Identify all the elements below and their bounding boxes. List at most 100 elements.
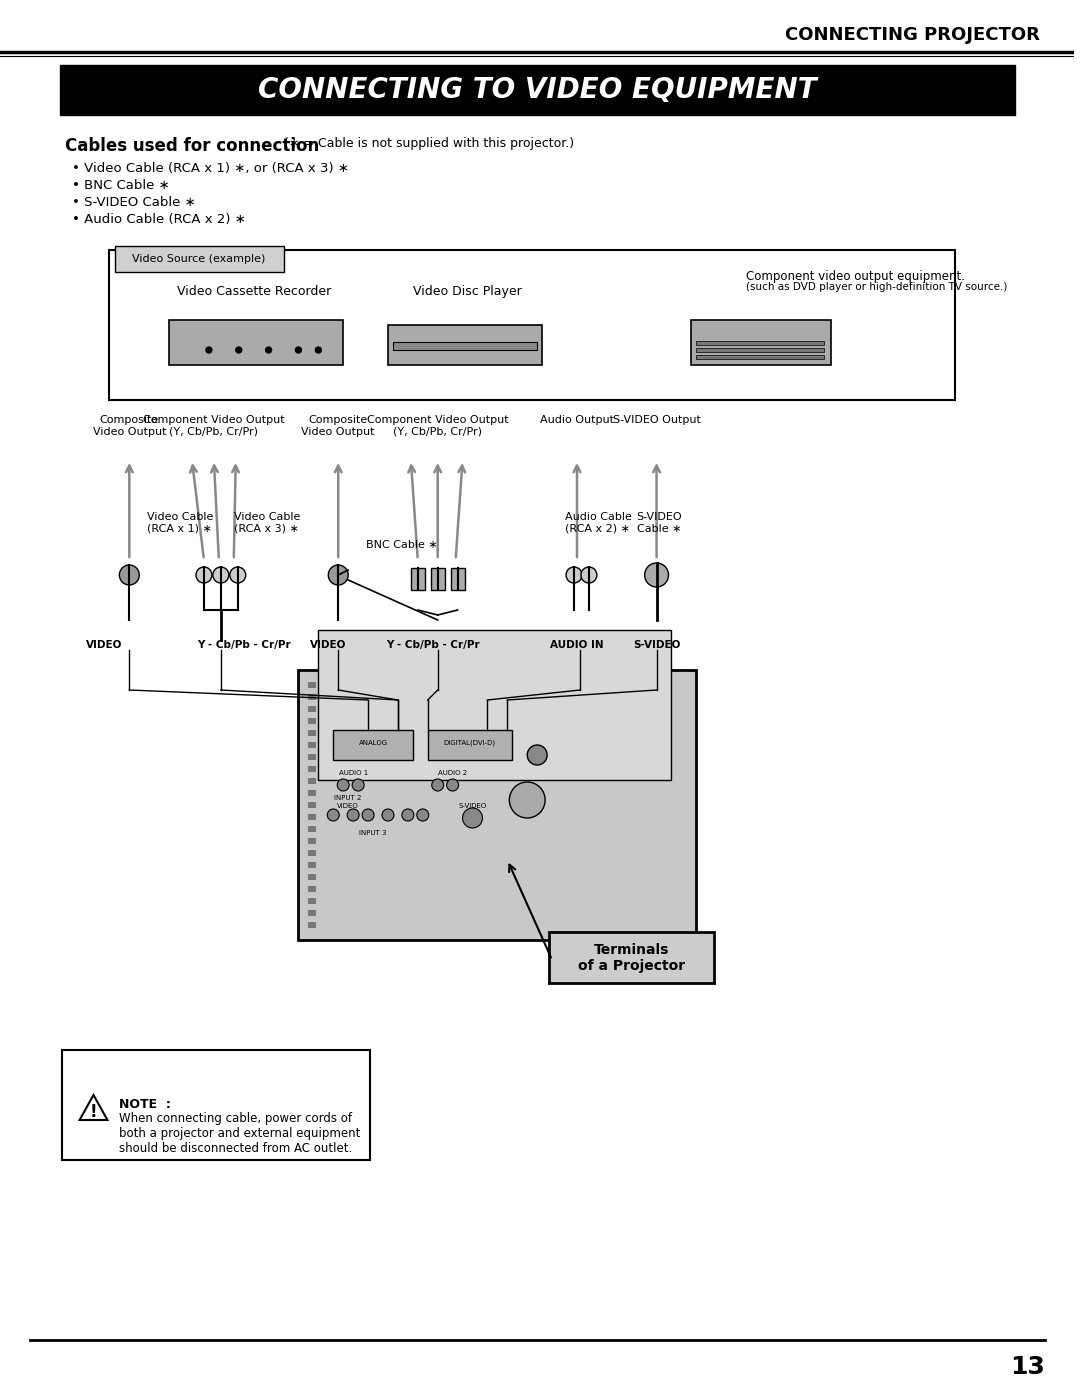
Text: VIDEO: VIDEO — [337, 803, 359, 809]
Text: Video Disc Player: Video Disc Player — [414, 285, 522, 298]
Text: • Audio Cable (RCA x 2) ∗: • Audio Cable (RCA x 2) ∗ — [71, 212, 245, 226]
Circle shape — [266, 346, 271, 353]
Circle shape — [362, 809, 374, 821]
Text: Terminals
of a Projector: Terminals of a Projector — [578, 943, 685, 974]
Bar — [431, 569, 445, 590]
Bar — [309, 862, 316, 868]
Bar — [309, 875, 316, 880]
Circle shape — [402, 809, 414, 821]
Text: Audio Output: Audio Output — [540, 415, 613, 425]
Circle shape — [347, 809, 360, 821]
Text: VIDEO: VIDEO — [310, 640, 347, 650]
Circle shape — [195, 567, 212, 583]
Text: AUDIO IN: AUDIO IN — [550, 640, 604, 650]
Text: INPUT 3: INPUT 3 — [360, 830, 387, 835]
Text: Component Video Output
(Y, Cb/Pb, Cr/Pr): Component Video Output (Y, Cb/Pb, Cr/Pr) — [143, 415, 285, 437]
Circle shape — [352, 780, 364, 791]
Bar — [697, 348, 824, 352]
Bar — [309, 754, 316, 760]
Bar — [170, 320, 343, 365]
Polygon shape — [80, 1095, 107, 1120]
Bar — [697, 355, 824, 359]
Bar — [309, 742, 316, 747]
Text: Component video output equipment.: Component video output equipment. — [746, 270, 966, 284]
Text: S-VIDEO: S-VIDEO — [633, 640, 680, 650]
Circle shape — [432, 780, 444, 791]
Circle shape — [213, 567, 229, 583]
Text: AUDIO 2: AUDIO 2 — [438, 770, 468, 775]
Bar — [309, 826, 316, 833]
Circle shape — [417, 809, 429, 821]
Text: Video Cassette Recorder: Video Cassette Recorder — [176, 285, 330, 298]
Text: Audio Cable
(RCA x 2) ∗: Audio Cable (RCA x 2) ∗ — [565, 511, 632, 534]
Circle shape — [315, 346, 322, 353]
Bar — [309, 718, 316, 724]
Bar — [388, 326, 542, 365]
Bar — [309, 789, 316, 796]
Bar — [298, 671, 697, 940]
Text: Y - Cb/Pb - Cr/Pr: Y - Cb/Pb - Cr/Pr — [197, 640, 291, 650]
Circle shape — [510, 782, 545, 819]
Circle shape — [328, 564, 348, 585]
Text: CONNECTING PROJECTOR: CONNECTING PROJECTOR — [785, 27, 1040, 43]
Text: VIDEO: VIDEO — [86, 640, 123, 650]
Text: S-VIDEO Output: S-VIDEO Output — [612, 415, 701, 425]
Bar — [309, 802, 316, 807]
Circle shape — [382, 809, 394, 821]
Text: Composite
Video Output: Composite Video Output — [301, 415, 375, 437]
Bar — [309, 849, 316, 856]
Bar — [309, 898, 316, 904]
Bar — [309, 778, 316, 784]
Bar — [309, 922, 316, 928]
Bar — [309, 909, 316, 916]
Bar — [319, 630, 672, 780]
Text: Video Source (example): Video Source (example) — [132, 254, 266, 264]
Text: ANALOG: ANALOG — [359, 740, 388, 746]
Text: Video Cable
(RCA x 1) ∗: Video Cable (RCA x 1) ∗ — [147, 511, 214, 534]
Text: (∗ = Cable is not supplied with this projector.): (∗ = Cable is not supplied with this pro… — [284, 137, 573, 149]
Circle shape — [120, 564, 139, 585]
Text: S-VIDEO
Cable ∗: S-VIDEO Cable ∗ — [637, 511, 683, 534]
Circle shape — [462, 807, 483, 828]
Circle shape — [337, 780, 349, 791]
Text: !: ! — [90, 1104, 97, 1120]
Bar — [691, 320, 831, 365]
Bar — [59, 66, 1015, 115]
Text: Composite
Video Output: Composite Video Output — [93, 415, 166, 437]
Bar — [309, 766, 316, 773]
FancyBboxPatch shape — [116, 246, 284, 272]
Circle shape — [581, 567, 597, 583]
Bar — [309, 694, 316, 700]
Text: BNC Cable ∗: BNC Cable ∗ — [366, 541, 437, 550]
Bar — [393, 342, 537, 351]
Text: Cables used for connection: Cables used for connection — [65, 137, 319, 155]
Text: S-VIDEO: S-VIDEO — [458, 803, 487, 809]
Text: AUDIO 1: AUDIO 1 — [338, 770, 368, 775]
Text: Component Video Output
(Y, Cb/Pb, Cr/Pr): Component Video Output (Y, Cb/Pb, Cr/Pr) — [367, 415, 509, 437]
Circle shape — [645, 563, 669, 587]
Text: DIGITAL(DVI-D): DIGITAL(DVI-D) — [444, 740, 496, 746]
Bar — [450, 569, 464, 590]
Bar — [309, 886, 316, 893]
Text: 13: 13 — [1010, 1355, 1044, 1379]
Bar — [428, 731, 512, 760]
Circle shape — [296, 346, 301, 353]
Text: INPUT 2: INPUT 2 — [335, 795, 362, 800]
Text: • BNC Cable ∗: • BNC Cable ∗ — [71, 179, 170, 191]
Bar — [697, 341, 824, 345]
Text: CONNECTING TO VIDEO EQUIPMENT: CONNECTING TO VIDEO EQUIPMENT — [258, 75, 816, 103]
Circle shape — [230, 567, 246, 583]
Text: Video Cable
(RCA x 3) ∗: Video Cable (RCA x 3) ∗ — [233, 511, 300, 534]
Text: NOTE  :: NOTE : — [120, 1098, 172, 1111]
Bar — [62, 1051, 370, 1160]
Circle shape — [447, 780, 459, 791]
Bar — [410, 569, 424, 590]
Circle shape — [527, 745, 548, 766]
Text: (such as DVD player or high-definition TV source.): (such as DVD player or high-definition T… — [746, 282, 1008, 292]
Text: • S-VIDEO Cable ∗: • S-VIDEO Cable ∗ — [71, 196, 195, 210]
Bar — [309, 705, 316, 712]
Text: When connecting cable, power cords of
both a projector and external equipment
sh: When connecting cable, power cords of bo… — [120, 1112, 361, 1155]
Bar — [309, 814, 316, 820]
Bar — [334, 731, 413, 760]
Bar — [309, 838, 316, 844]
